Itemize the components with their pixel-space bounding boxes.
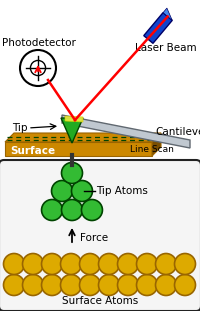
Text: Tip: Tip <box>12 123 28 133</box>
Text: Line Scan: Line Scan <box>130 145 174 154</box>
Circle shape <box>71 180 92 202</box>
Circle shape <box>62 163 83 183</box>
Circle shape <box>22 275 44 295</box>
Polygon shape <box>144 13 172 43</box>
Text: Force: Force <box>80 233 108 243</box>
Circle shape <box>4 275 24 295</box>
Circle shape <box>136 253 158 275</box>
Circle shape <box>81 199 102 220</box>
Text: Photodetector: Photodetector <box>2 38 76 48</box>
Circle shape <box>174 275 196 295</box>
Circle shape <box>62 199 83 220</box>
Circle shape <box>118 275 138 295</box>
Bar <box>5 142 152 156</box>
Circle shape <box>98 253 120 275</box>
Circle shape <box>42 199 63 220</box>
Polygon shape <box>163 8 172 20</box>
Circle shape <box>60 275 82 295</box>
Text: Cantilever: Cantilever <box>155 127 200 137</box>
Circle shape <box>20 50 56 86</box>
Circle shape <box>42 275 62 295</box>
Polygon shape <box>62 115 190 148</box>
Circle shape <box>42 253 62 275</box>
Circle shape <box>80 275 101 295</box>
Text: Laser Beam: Laser Beam <box>135 43 197 53</box>
Text: Tip Atoms: Tip Atoms <box>96 186 148 196</box>
Text: Surface: Surface <box>10 146 55 156</box>
Circle shape <box>136 275 158 295</box>
Circle shape <box>156 253 177 275</box>
Circle shape <box>118 253 138 275</box>
Polygon shape <box>152 133 161 156</box>
Circle shape <box>174 253 196 275</box>
Circle shape <box>60 253 82 275</box>
Polygon shape <box>5 133 161 142</box>
Polygon shape <box>65 116 83 122</box>
Circle shape <box>98 275 120 295</box>
Circle shape <box>22 253 44 275</box>
Circle shape <box>156 275 177 295</box>
Text: Surface Atoms: Surface Atoms <box>62 296 138 306</box>
Circle shape <box>80 253 101 275</box>
Circle shape <box>52 180 73 202</box>
Polygon shape <box>61 118 83 143</box>
FancyBboxPatch shape <box>0 160 200 311</box>
Circle shape <box>4 253 24 275</box>
